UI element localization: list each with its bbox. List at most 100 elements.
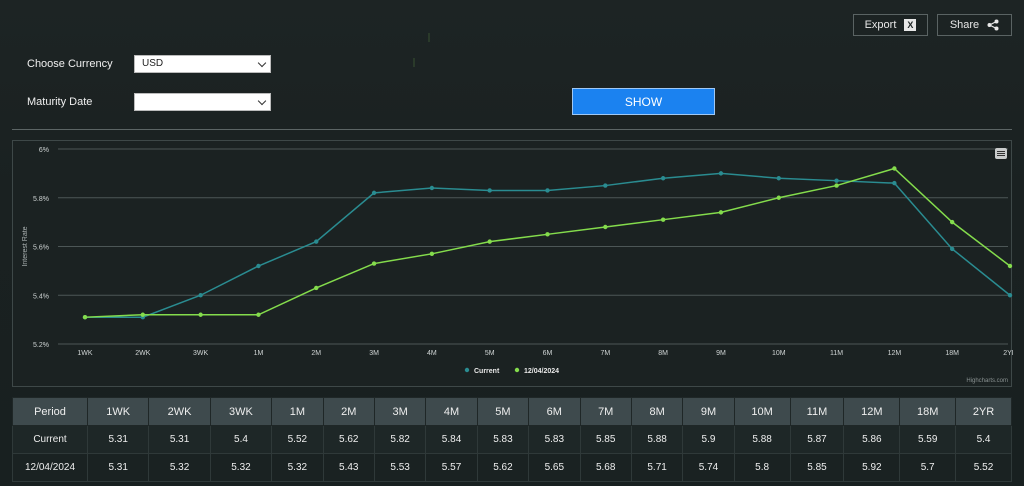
table-cell: 5.88 [630, 425, 684, 454]
data-point [429, 185, 435, 191]
y-axis-title: Interest Rate [22, 226, 29, 266]
table-header-cell: 10M [733, 397, 791, 426]
table-cell: 5.84 [425, 425, 478, 454]
table-cell: 5.92 [843, 453, 901, 482]
table-header-cell: 2YR [955, 397, 1012, 426]
data-point [949, 246, 955, 252]
table-cell: 5.52 [955, 453, 1012, 482]
table-cell: 5.9 [682, 425, 735, 454]
excel-icon: X [904, 19, 917, 31]
table-header-cell: 2M [322, 397, 375, 426]
chevron-down-icon [257, 58, 267, 68]
legend-marker [514, 367, 520, 373]
table-cell: 5.87 [789, 425, 845, 454]
data-point [603, 224, 608, 230]
table-header-cell: 3WK [209, 397, 273, 426]
x-tick-label: 7M [600, 350, 610, 357]
data-point [892, 180, 897, 186]
chart-credits[interactable]: Highcharts.com [966, 378, 1008, 384]
legend-item[interactable]: Current [464, 367, 500, 375]
table-cell: 5.65 [528, 453, 581, 482]
data-point [718, 171, 724, 176]
data-point [198, 293, 203, 298]
table-cell: 5.82 [373, 425, 427, 454]
y-tick-label: 5.2% [33, 342, 49, 349]
x-tick-label: 3WK [193, 350, 209, 357]
table-cell: 5.32 [271, 453, 324, 482]
table-cell: 5.31 [86, 425, 150, 454]
data-point [660, 217, 666, 222]
legend-item[interactable]: 12/04/2024 [514, 367, 559, 375]
data-point [603, 183, 608, 188]
data-point [949, 219, 955, 225]
share-label: Share [949, 19, 980, 31]
data-point [718, 210, 724, 215]
table-header-cell: 5M [476, 397, 530, 426]
data-point [776, 195, 781, 200]
legend-label: 12/04/2024 [524, 368, 559, 375]
y-tick-label: 5.6% [33, 245, 49, 252]
maturity-date-select[interactable] [134, 93, 271, 111]
table-cell: 5.85 [579, 425, 632, 454]
x-tick-label: 11M [830, 350, 843, 357]
data-point [256, 263, 261, 269]
legend-marker [464, 367, 470, 373]
table-cell: 5.31 [86, 453, 150, 482]
table-header-cell: 1WK [86, 397, 150, 426]
data-point [429, 251, 435, 257]
share-icon [987, 19, 999, 31]
data-point [371, 261, 377, 266]
data-point [140, 312, 146, 317]
data-point [487, 188, 492, 193]
table-cell: 5.31 [148, 425, 211, 454]
table-cell: 5.83 [476, 425, 530, 454]
data-point [545, 232, 550, 237]
chart-menu-icon[interactable] [995, 148, 1007, 159]
x-tick-label: 12M [888, 350, 902, 357]
table-header-cell: 2WK [148, 397, 211, 426]
export-button[interactable]: Export X [853, 14, 928, 36]
table-cell: 5.7 [899, 453, 957, 482]
currency-select[interactable]: USD [134, 55, 271, 73]
chart-canvas: 5.2% 5.4% 5.6% 5.8% 6% Interest Rate 1WK 2WK 3WK… [22, 147, 1013, 375]
data-point [545, 188, 550, 193]
data-point [314, 285, 319, 291]
data-point [776, 176, 781, 181]
table-header-cell: 8M [630, 397, 684, 426]
data-point [834, 183, 839, 188]
x-tick-label: 2YR [1003, 350, 1013, 357]
table-cell: 5.62 [476, 453, 530, 482]
data-point [1007, 293, 1013, 298]
x-tick-label: 3M [369, 350, 379, 357]
table-header-cell: 6M [528, 397, 581, 426]
x-tick-label: 5M [485, 350, 495, 357]
currency-label: Choose Currency [27, 58, 113, 70]
table-row: 12/04/2024 5.31 5.32 5.32 5.32 5.43 5.53 5.57 5.… [12, 453, 1012, 482]
table-body: Current 5.31 5.31 5.4 5.52 5.62 5.82 5.84 5.83 5.… [12, 425, 1012, 482]
data-point [487, 239, 492, 244]
x-tick-label: 18M [945, 350, 959, 357]
x-tick-label: 9M [716, 350, 726, 357]
table-header-row: Period 1WK 2WK 3WK 1M 2M 3M 4M 5M 6M 7M 8M 9M 10M 11M 1… [12, 397, 1012, 426]
divider [12, 129, 1012, 130]
share-button[interactable]: Share [937, 14, 1012, 36]
table-cell: 5.88 [733, 425, 791, 454]
table-cell: 5.83 [528, 425, 581, 454]
data-point [892, 166, 897, 171]
x-tick-label: 1WK [77, 350, 93, 357]
table-cell: 5.71 [630, 453, 684, 482]
data-point [834, 178, 839, 183]
table-header-cell: 4M [425, 397, 478, 426]
x-tick-label: 2M [311, 350, 321, 357]
table-cell: 5.52 [271, 425, 324, 454]
table-cell: 5.4 [955, 425, 1012, 454]
chevron-down-icon [257, 96, 267, 106]
table-cell: 5.74 [682, 453, 735, 482]
show-button[interactable]: SHOW [572, 88, 715, 115]
table-header-period: Period [12, 397, 88, 426]
table-header-cell: 3M [373, 397, 427, 426]
x-tick-label: 2WK [135, 350, 151, 357]
x-tick-label: 1M [254, 350, 264, 357]
data-point [660, 176, 666, 181]
x-tick-label: 6M [543, 350, 553, 357]
